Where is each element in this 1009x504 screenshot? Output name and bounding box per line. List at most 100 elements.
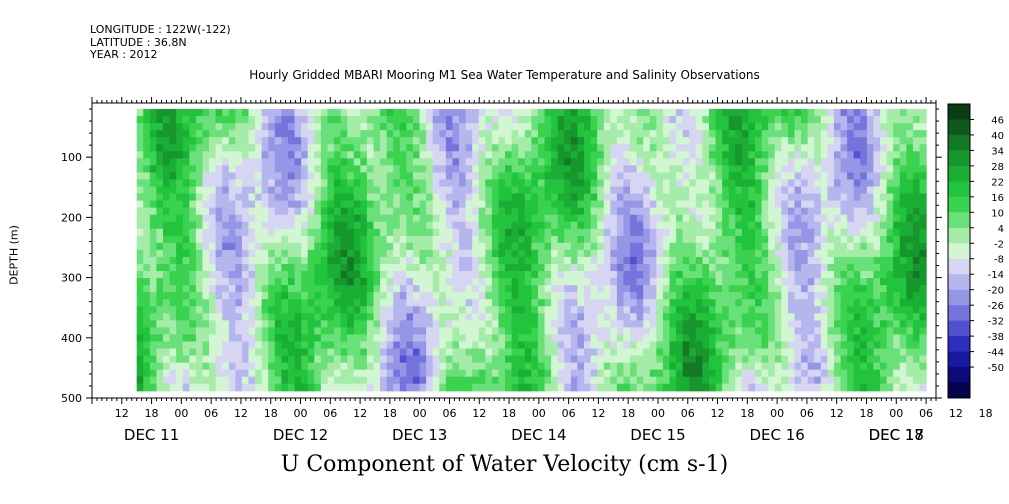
heatmap-cell (708, 285, 717, 293)
heatmap-cell (182, 123, 190, 131)
heatmap-cell (919, 165, 927, 174)
heatmap-cell (610, 235, 618, 244)
heatmap-cell (452, 186, 460, 195)
heatmap-cell (472, 348, 480, 357)
heatmap-cell (643, 271, 651, 279)
heatmap-cell (814, 327, 822, 336)
heatmap-cell (301, 299, 309, 307)
heatmap-cell (787, 137, 796, 145)
heatmap-cell (853, 165, 861, 174)
heatmap-cell (544, 313, 552, 321)
heatmap-cell (366, 214, 375, 223)
heatmap-cell (695, 109, 704, 117)
heatmap-cell (399, 376, 407, 385)
heatmap-cell (202, 341, 210, 350)
heatmap-cell (149, 313, 158, 321)
heatmap-cell (616, 158, 625, 166)
heatmap-cell (241, 137, 250, 145)
heatmap-cell (531, 214, 539, 223)
heatmap-cell (610, 200, 618, 209)
heatmap-cell (327, 285, 335, 293)
heatmap-cell (741, 214, 750, 223)
heatmap-cell (695, 306, 704, 314)
heatmap-cell (472, 362, 480, 371)
heatmap-cell (445, 327, 454, 336)
heatmap-cell (662, 235, 671, 244)
heatmap-cell (366, 327, 375, 336)
heatmap-cell (353, 172, 361, 181)
heatmap-cell (426, 228, 434, 237)
heatmap-cell (748, 214, 756, 223)
heatmap-cell (531, 249, 539, 258)
heatmap-cell (676, 327, 684, 336)
heatmap-cell (182, 341, 190, 350)
heatmap-cell (544, 172, 552, 181)
heatmap-cell (169, 299, 177, 307)
heatmap-cell (814, 362, 822, 371)
heatmap-cell (327, 193, 335, 202)
heatmap-cell (630, 130, 638, 138)
heatmap-cell (235, 376, 243, 385)
heatmap-cell (360, 383, 368, 392)
heatmap-cell (511, 341, 519, 350)
heatmap-cell (794, 200, 802, 209)
heatmap-cell (255, 172, 263, 181)
heatmap-cell (768, 306, 776, 314)
heatmap-cell (610, 242, 618, 251)
heatmap-cell (412, 348, 421, 357)
heatmap-cell (301, 355, 309, 364)
heatmap-cell (274, 130, 283, 138)
heatmap-cell (787, 271, 796, 279)
heatmap-cell (755, 151, 763, 159)
heatmap-cell (735, 179, 743, 188)
heatmap-cell (360, 341, 368, 350)
heatmap-cell (886, 144, 894, 152)
heatmap-cell (912, 172, 921, 181)
heatmap-cell (906, 327, 914, 336)
heatmap-cell (163, 207, 171, 216)
heatmap-cell (380, 228, 388, 237)
heatmap-cell (176, 292, 184, 300)
heatmap-cell (353, 256, 361, 265)
heatmap-cell (320, 327, 329, 336)
heatmap-cell (616, 376, 625, 385)
heatmap-cell (531, 285, 539, 293)
heatmap-cell (722, 193, 730, 202)
heatmap-cell (880, 334, 888, 343)
heatmap-cell (827, 207, 835, 216)
heatmap-cell (893, 242, 901, 251)
heatmap-cell (281, 228, 289, 237)
heatmap-cell (301, 165, 309, 174)
heatmap-cell (840, 249, 848, 258)
heatmap-cell (820, 256, 828, 265)
heatmap-cell (531, 341, 539, 350)
heatmap-cell (419, 334, 427, 343)
heatmap-cell (136, 221, 144, 230)
heatmap-cell (163, 165, 171, 174)
heatmap-cell (465, 249, 473, 258)
heatmap-cell (597, 235, 605, 244)
heatmap-cell (669, 271, 677, 279)
heatmap-cell (182, 130, 190, 138)
heatmap-cell (347, 362, 355, 371)
heatmap-cell (662, 306, 671, 314)
heatmap-cell (505, 263, 513, 272)
heatmap-cell (149, 249, 158, 258)
heatmap-cell (268, 235, 276, 244)
heatmap-cell (669, 235, 677, 244)
heatmap-cell (156, 130, 164, 138)
heatmap-cell (893, 348, 901, 357)
heatmap-cell (807, 249, 815, 258)
heatmap-cell (393, 165, 401, 174)
heatmap-cell (498, 355, 506, 364)
heatmap-cell (314, 369, 322, 378)
heatmap-cell (820, 313, 828, 321)
heatmap-cell (412, 179, 421, 188)
heatmap-cell (176, 320, 184, 328)
heatmap-cell (662, 292, 671, 300)
heatmap-cell (676, 334, 684, 343)
heatmap-cell (906, 341, 914, 350)
heatmap-cell (465, 376, 473, 385)
heatmap-cell (459, 362, 467, 371)
heatmap-cell (182, 179, 190, 188)
